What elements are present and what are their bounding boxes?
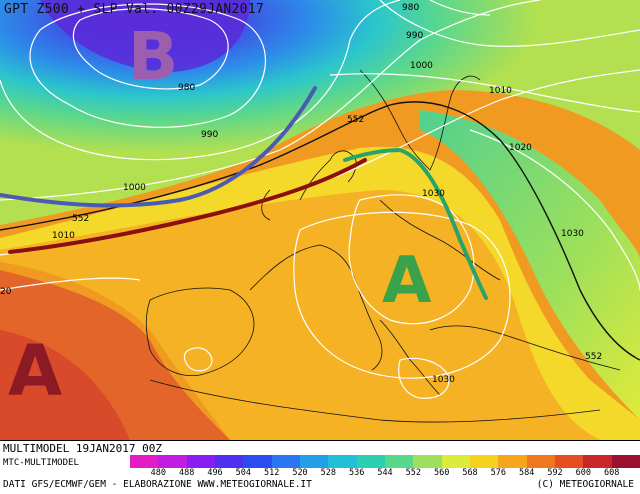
isobar-label: 1000	[410, 61, 433, 71]
coast-scandinavia	[359, 69, 481, 171]
color-scale-tick-label: 488	[178, 468, 195, 478]
coast-ireland	[261, 189, 271, 221]
model-run-label: MULTIMODEL 19JAN2017 00Z	[3, 442, 162, 455]
color-scale-swatch	[214, 455, 244, 468]
color-scale-tick-label: 560	[433, 468, 450, 478]
trough-axis-line	[0, 86, 317, 208]
isobar-1020-west	[0, 277, 141, 291]
isobar-label: 1030	[561, 229, 584, 239]
color-scale-tick-label: 544	[377, 468, 393, 478]
z500-slp-map: 980 990 1000 980 990 1000 1010 1020 1030…	[0, 0, 640, 440]
coast-north-africa	[149, 379, 601, 423]
color-scale-swatch	[469, 455, 499, 468]
isobar-labels: 980 990 1000 980 990 1000 1010 1020 1030…	[0, 3, 602, 385]
isobar-label: 1010	[52, 231, 75, 241]
color-scale-tick-label: 496	[207, 468, 223, 478]
z500-552-contour	[0, 101, 640, 361]
isobar-990-north	[379, 0, 640, 47]
color-scale-swatch	[583, 455, 612, 468]
map-title: GPT Z500 + SLP Val. 00Z29JAN2017	[4, 2, 265, 17]
coast-iberia	[145, 287, 255, 376]
isobar-label: 990	[201, 130, 218, 140]
ridge-axis-line	[343, 147, 488, 300]
low-pressure-center-label: B	[128, 18, 179, 95]
color-scale-swatch	[356, 455, 385, 468]
isobar-980-core	[72, 8, 229, 90]
color-scale-swatch	[158, 455, 187, 468]
isobar-1030-greece	[398, 357, 450, 399]
border-central-europe	[379, 199, 501, 281]
color-scale-swatch	[186, 455, 215, 468]
color-scale-tick-label: 536	[348, 468, 365, 478]
isobar-label: 1010	[489, 86, 512, 96]
z500-label: 552	[585, 352, 602, 362]
isobar-1010-west	[0, 0, 541, 201]
high-pressure-center-label-west: A	[8, 330, 63, 412]
green-field-east	[420, 110, 640, 420]
mid-height-central	[0, 190, 600, 440]
model-name-label: MTC-MULTIMODEL	[3, 458, 79, 468]
isobar-label: 990	[406, 31, 423, 41]
isobar-1000-west	[0, 0, 401, 161]
color-scale-swatch	[498, 455, 527, 468]
copyright-credit: (C) METEOGIORNALE	[536, 479, 634, 490]
color-scale-ticks: 480 488 496 504 512 520 528 536 544 552 560 568 576 5…	[130, 468, 640, 479]
z500-label: 552	[72, 214, 89, 224]
color-scale-swatch	[413, 455, 442, 468]
color-scale-tick-label: 592	[547, 468, 563, 478]
isobar-1010-east	[329, 73, 640, 113]
color-scale-swatch	[441, 455, 470, 468]
color-scale-tick-label: 528	[320, 468, 337, 478]
isobar-label: 1020	[509, 143, 532, 153]
color-scale-swatch	[328, 455, 357, 468]
color-scale-swatch	[271, 455, 300, 468]
isobar-1030-outer	[293, 211, 511, 379]
isobar-980-north	[429, 0, 491, 16]
color-scale-swatch	[243, 455, 272, 468]
isobar-label: 20	[0, 287, 12, 297]
z500-label: 552	[347, 115, 364, 125]
data-sources-credit: DATI GFS/ECMWF/GEM - ELABORAZIONE WWW.ME…	[3, 479, 312, 490]
isobar-label: 980	[402, 3, 419, 13]
high-pressure-center-label: A	[382, 244, 432, 318]
isobar-1020-east	[469, 129, 640, 291]
isobar-990-core	[29, 3, 266, 128]
color-scale-swatch	[526, 455, 555, 468]
color-scale-tick-label: 520	[292, 468, 308, 478]
color-scale-tick-label: 552	[405, 468, 422, 478]
deep-low-core	[40, 0, 250, 72]
color-scale-swatch	[130, 455, 159, 468]
color-scale-tick-label: 504	[235, 468, 252, 478]
yellow-band	[0, 146, 640, 440]
coast-balkans	[379, 319, 441, 396]
color-scale-tick-label: 512	[263, 468, 280, 478]
highest-height-southwest	[0, 330, 130, 440]
isobar-label: 980	[178, 83, 195, 93]
coast-black-sea	[429, 325, 621, 371]
warm-axis-line	[8, 158, 367, 254]
isobar-label: 1000	[123, 183, 146, 193]
color-scale-swatch	[611, 455, 640, 468]
color-scale-tick-label: 584	[518, 468, 535, 478]
color-scale-swatch	[384, 455, 414, 468]
isobar-closed-iberia	[183, 347, 213, 372]
coastlines	[145, 69, 621, 423]
color-scale-swatch	[299, 455, 329, 468]
color-scale-tick-label: 600	[575, 468, 592, 478]
color-scale-tick-label: 608	[603, 468, 620, 478]
isobar-label: 1030	[422, 189, 445, 199]
color-scale-tick-label: 576	[490, 468, 507, 478]
color-scale-bar	[130, 455, 640, 468]
color-scale-tick-label: 568	[462, 468, 478, 478]
isobar-label: 1030	[432, 375, 455, 385]
color-scale-swatch	[554, 455, 584, 468]
color-scale-tick-label: 480	[150, 468, 167, 478]
